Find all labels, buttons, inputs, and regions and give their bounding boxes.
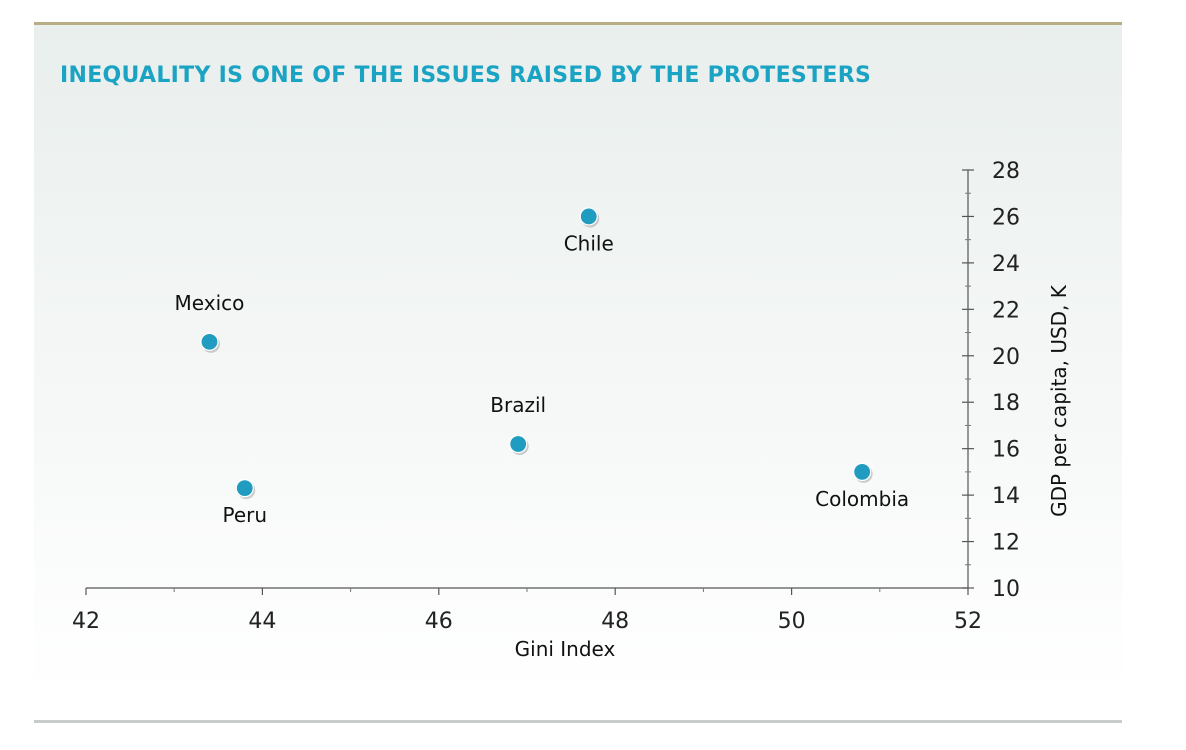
axes: 42 44 46 48 50 52 10 12 14 16 18 20 22 24 26 28 bbox=[72, 159, 1020, 634]
y-tick-label: 12 bbox=[992, 531, 1020, 556]
top-rule bbox=[34, 22, 1122, 25]
data-point bbox=[579, 207, 598, 226]
y-tick-label: 28 bbox=[992, 159, 1020, 184]
chart-title: INEQUALITY IS ONE OF THE ISSUES RAISED B… bbox=[60, 63, 872, 88]
bottom-rule bbox=[34, 720, 1122, 723]
data-point bbox=[235, 479, 254, 498]
x-tick-label: 44 bbox=[248, 609, 276, 634]
x-axis-title: Gini Index bbox=[515, 637, 616, 661]
data-point bbox=[200, 332, 219, 351]
data-point bbox=[853, 462, 872, 481]
data-points: Chile Mexico Brazil Peru Colombia bbox=[175, 207, 909, 527]
y-tick-label: 10 bbox=[992, 577, 1020, 602]
data-point bbox=[509, 434, 528, 454]
x-tick-label: 48 bbox=[601, 609, 629, 634]
y-tick-label: 14 bbox=[992, 484, 1020, 509]
chart-panel bbox=[34, 22, 1122, 698]
x-tick-label: 46 bbox=[425, 609, 453, 634]
point-label: Chile bbox=[564, 231, 614, 255]
y-tick-label: 22 bbox=[992, 298, 1020, 323]
x-tick-label: 42 bbox=[72, 609, 100, 634]
y-tick-label: 24 bbox=[992, 252, 1020, 277]
point-label: Peru bbox=[222, 503, 267, 527]
x-tick-label: 50 bbox=[778, 609, 806, 634]
x-tick-label: 52 bbox=[954, 609, 982, 634]
point-label: Colombia bbox=[815, 487, 909, 511]
point-label: Brazil bbox=[490, 393, 546, 417]
y-tick-label: 20 bbox=[992, 345, 1020, 370]
y-tick-label: 26 bbox=[992, 205, 1020, 230]
point-label: Mexico bbox=[175, 291, 245, 315]
y-tick-label: 18 bbox=[992, 391, 1020, 416]
y-axis-title: GDP per capita, USD, K bbox=[1047, 284, 1071, 517]
y-tick-label: 16 bbox=[992, 438, 1020, 463]
